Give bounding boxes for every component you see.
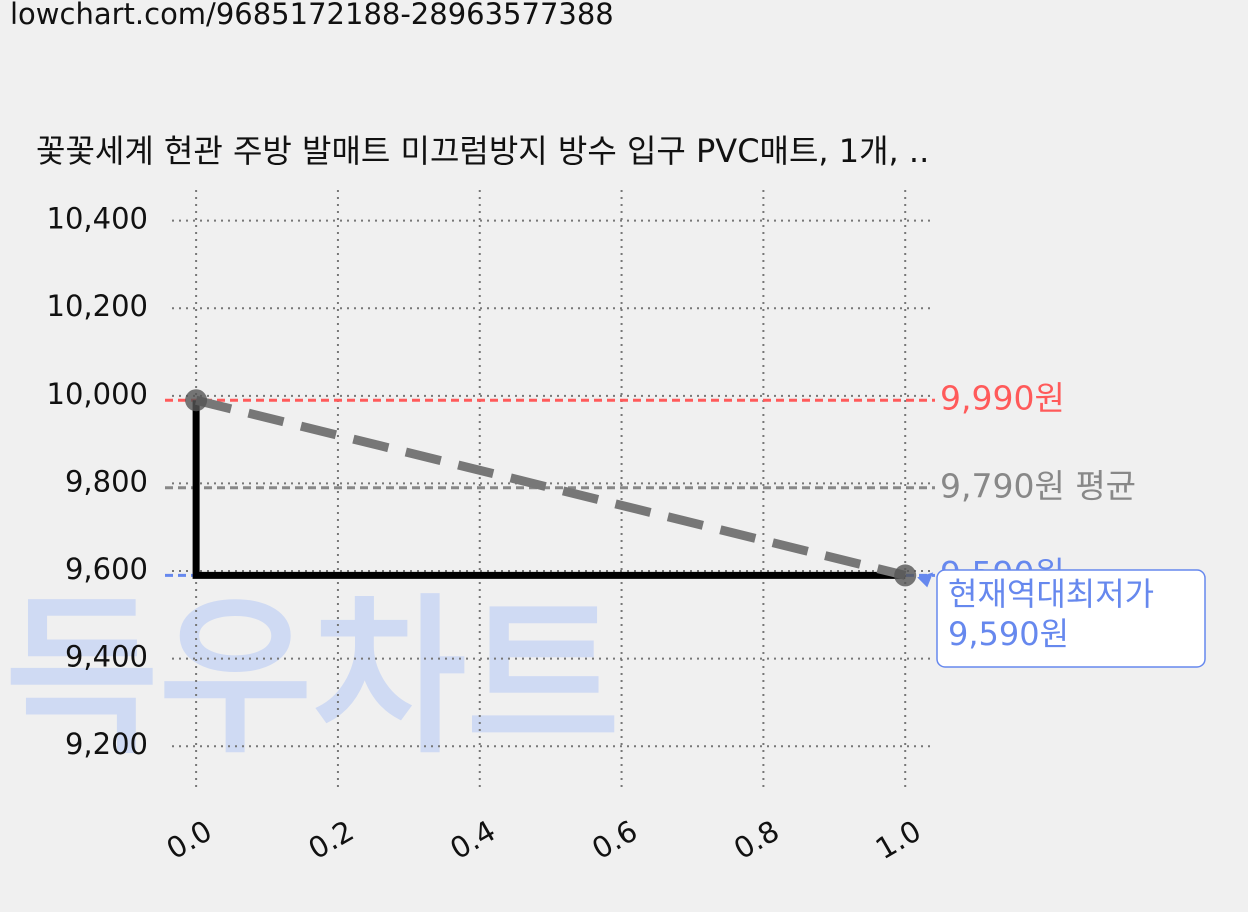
annotation-text: 9,590원 [948,615,1069,653]
y-tick-label: 9,600 [65,552,148,586]
annotation-arrow [917,572,934,588]
series-line [192,400,906,579]
url: lowchart.com/9685172188-28963577388 [10,0,614,31]
annotation-box [936,569,1206,668]
annotation-text: 현재역대최저가 [948,575,1154,613]
chart-title: 꽃꽃세계 현관 주방 발매트 미끄럼방지 방수 입구 PVC매트, 1개, .. [36,132,929,170]
y-tick-label: 10,000 [47,377,148,411]
point-marker [894,564,917,587]
reference-label: 9,990원 [940,379,1065,418]
watermark: 득우차트 [5,579,620,777]
y-tick-label: 9,200 [65,727,148,761]
y-tick-label: 10,400 [47,202,148,236]
series-line [195,395,907,580]
y-tick-label: 9,400 [65,640,148,674]
y-tick-label: 10,200 [47,289,148,323]
point-marker [185,389,208,412]
reference-label: 9,790원 평균 [940,466,1136,505]
y-tick-label: 9,800 [65,464,148,498]
